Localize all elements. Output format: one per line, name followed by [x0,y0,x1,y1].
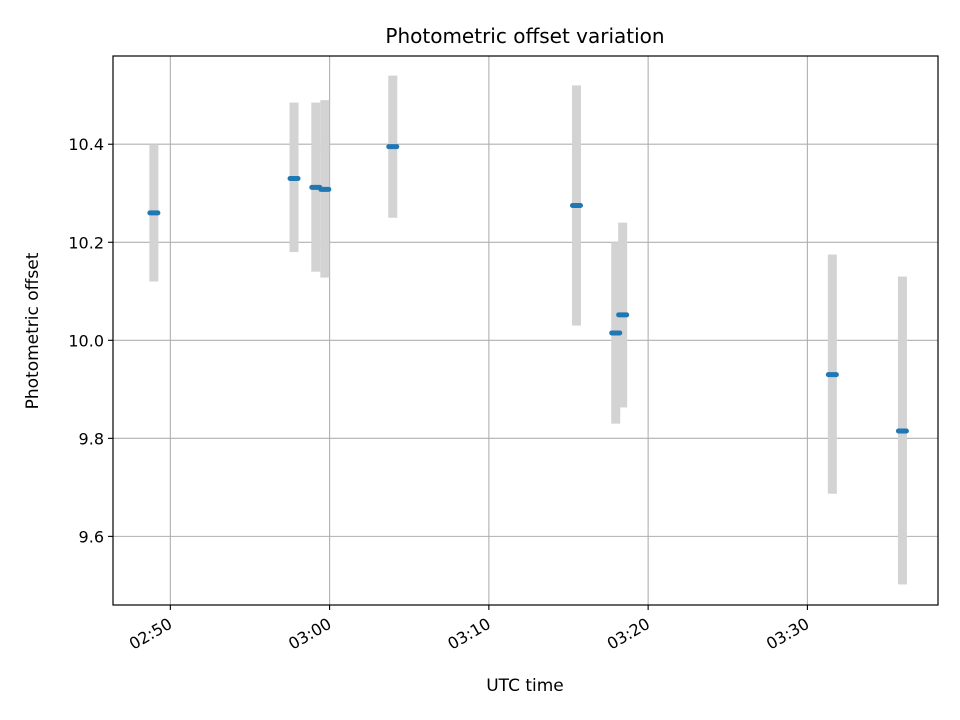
x-axis-label: UTC time [486,676,564,696]
y-axis-label: Photometric offset [23,252,43,409]
grid-lines [113,56,938,605]
y-tick-label: 9.6 [79,527,104,546]
y-tick-label: 10.4 [68,135,104,154]
y-tick-label: 10.2 [68,233,104,252]
data-points [147,144,909,434]
chart-title: Photometric offset variation [385,24,664,48]
y-axis-ticks: 9.6 9.8 10.0 10.2 10.4 [68,135,113,546]
y-tick-label: 10.0 [68,331,104,350]
y-tick-label: 9.8 [79,429,104,448]
plot-frame [112,55,939,606]
